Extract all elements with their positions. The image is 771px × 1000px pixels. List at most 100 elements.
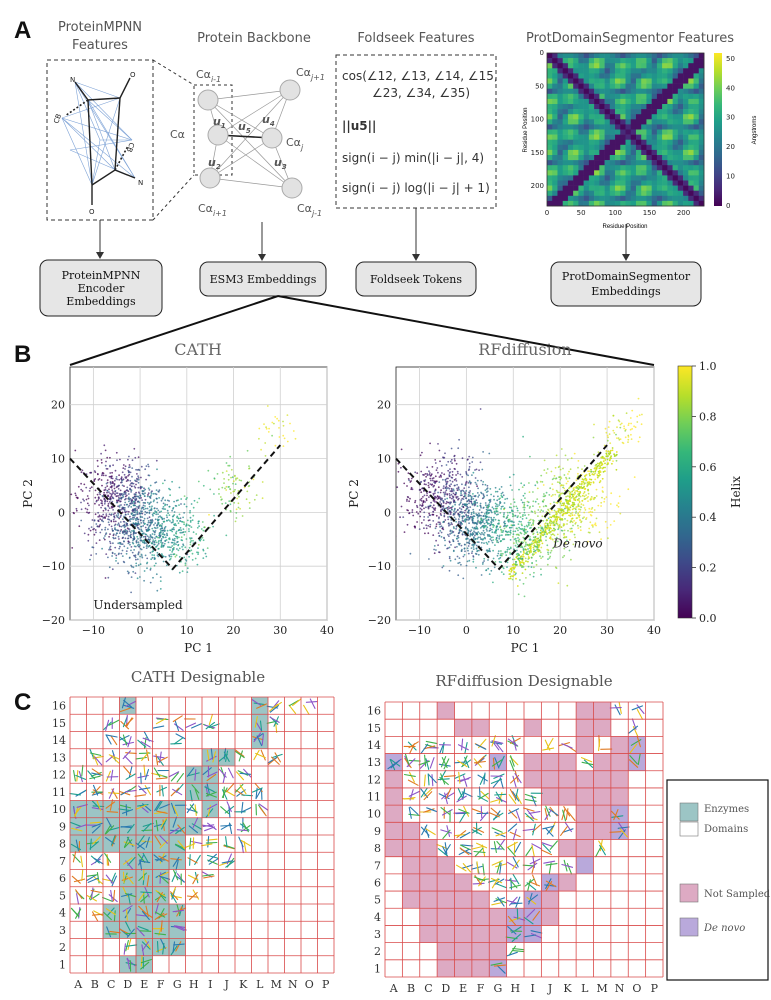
- scatter-point: [567, 473, 569, 475]
- scatter-point: [289, 422, 291, 425]
- scatter-point: [142, 539, 145, 542]
- distance-map-cell: [641, 63, 647, 69]
- scatter-point: [101, 519, 103, 521]
- scatter-point: [188, 530, 190, 533]
- scatter-point: [519, 516, 522, 518]
- scatter-point: [221, 471, 224, 474]
- scatter-point: [408, 512, 411, 514]
- scatter-point: [504, 498, 507, 500]
- scatter-point: [467, 458, 469, 461]
- distance-map-cell: [651, 104, 658, 110]
- scatter-point: [128, 464, 131, 466]
- scatter-point: [456, 470, 459, 473]
- scatter-point: [168, 500, 171, 502]
- scatter-point: [137, 564, 140, 567]
- scatter-point: [612, 414, 615, 417]
- distance-map-cell: [672, 78, 679, 84]
- distance-map-cell: [641, 129, 647, 135]
- scatter-point: [629, 428, 632, 431]
- scatter-point: [605, 452, 608, 455]
- scatter-point: [522, 435, 524, 438]
- distance-map-cell: [646, 144, 652, 151]
- scatter-point: [139, 547, 142, 550]
- scatter-point: [562, 486, 564, 489]
- scatter-point: [521, 546, 524, 549]
- scatter-point: [97, 511, 99, 514]
- scatter-point: [236, 497, 239, 500]
- distance-map-cell: [677, 98, 684, 105]
- distance-map-cell: [609, 139, 616, 146]
- distance-map-cell: [635, 124, 642, 130]
- scatter-point: [192, 514, 195, 517]
- scatter-point: [476, 527, 478, 529]
- scatter-point: [497, 528, 499, 531]
- scatter-point: [609, 458, 612, 460]
- distance-map-cell: [609, 129, 616, 135]
- scatter-point: [72, 511, 75, 514]
- distance-map-cell: [609, 124, 616, 130]
- scatter-point: [176, 548, 178, 550]
- scatter-point: [557, 525, 560, 527]
- scatter-point: [453, 454, 456, 457]
- proteinmpnn-output-3: Embeddings: [66, 295, 136, 308]
- distance-map-cell: [693, 109, 700, 115]
- scatter-point: [577, 527, 580, 529]
- scatter-point: [133, 531, 135, 534]
- distance-map-cell: [604, 170, 611, 176]
- scatter-point: [147, 545, 150, 548]
- scatter-point: [616, 426, 618, 429]
- scatter-point: [523, 503, 526, 506]
- distance-map-cell: [573, 109, 579, 115]
- scatter-point: [576, 517, 579, 519]
- scatter-point: [536, 541, 539, 544]
- distance-map-cell: [667, 119, 673, 125]
- scatter-point: [451, 530, 453, 532]
- distance-map-cell: [609, 134, 616, 140]
- scatter-point: [468, 559, 471, 562]
- scatter-point: [168, 554, 171, 557]
- scatter-point: [529, 539, 532, 541]
- scatter-point: [100, 499, 102, 501]
- scatter-point: [601, 467, 604, 470]
- scatter-point: [516, 527, 518, 530]
- distance-map-cell: [635, 109, 642, 115]
- scatter-point: [627, 436, 630, 438]
- scatter-point: [550, 522, 553, 525]
- distance-map-cell: [583, 73, 590, 79]
- scatter-point: [146, 523, 149, 526]
- scatter-point: [526, 504, 529, 507]
- scatter-point: [517, 523, 520, 525]
- scatter-point: [535, 563, 538, 566]
- distance-map-colorbar: [714, 53, 722, 206]
- distance-map-cell: [547, 83, 553, 89]
- scatter-point: [196, 563, 199, 566]
- scatter-point: [65, 524, 67, 526]
- scatter-point: [448, 524, 450, 527]
- distance-map-cell: [667, 149, 673, 156]
- scatter-point: [450, 447, 453, 450]
- scatter-point: [500, 492, 503, 495]
- distance-map-cell: [683, 73, 689, 79]
- distance-map-cell: [604, 149, 611, 156]
- scatter-point: [235, 512, 238, 514]
- scatter-point: [533, 566, 535, 569]
- distance-map-cell: [646, 175, 652, 181]
- distance-map-cell: [567, 195, 574, 202]
- scatter-point: [503, 507, 506, 509]
- scatter-point: [171, 545, 174, 547]
- scatter-point: [604, 520, 607, 523]
- scatter-point: [548, 557, 551, 559]
- distance-map-cell: [677, 93, 684, 100]
- scatter-point: [490, 536, 493, 539]
- scatter-point: [180, 536, 183, 539]
- distance-map-cell: [646, 68, 652, 74]
- distance-map-cell: [646, 195, 652, 202]
- scatter-point: [129, 466, 131, 468]
- scatter-point: [476, 537, 479, 540]
- scatter-point: [473, 512, 475, 515]
- scatter-point: [580, 503, 583, 506]
- scatter-point: [544, 531, 547, 534]
- x-tick-label: −10: [82, 624, 105, 637]
- scatter-point: [439, 491, 442, 494]
- scatter-point: [515, 561, 517, 563]
